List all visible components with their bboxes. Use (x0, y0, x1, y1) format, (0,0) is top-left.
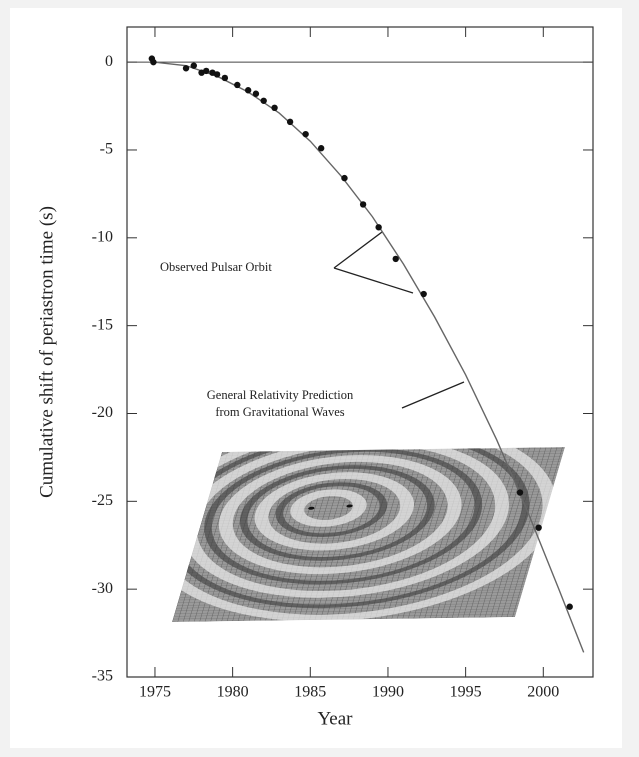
y-tick-label: -35 (92, 668, 113, 685)
y-tick-label: -5 (100, 141, 113, 158)
x-tick-label: 1990 (372, 684, 404, 701)
data-point (203, 67, 210, 75)
data-point (234, 81, 241, 89)
y-tick-label: -30 (92, 580, 113, 597)
data-point (182, 65, 190, 72)
data-point (150, 58, 157, 66)
y-tick-label: -20 (92, 404, 113, 421)
data-point (252, 90, 260, 97)
x-tick-label: 1980 (217, 684, 249, 701)
data-point (359, 201, 367, 208)
y-tick-label: -25 (92, 492, 113, 509)
data-point (260, 97, 267, 104)
annotation-arrow (333, 231, 465, 409)
x-tick-label: 1985 (294, 684, 326, 701)
x-tick-label: 1975 (139, 684, 171, 701)
data-point (302, 130, 309, 138)
data-point (516, 489, 524, 496)
data-point (244, 87, 252, 94)
data-point (535, 524, 542, 531)
x-axis-label: Year (317, 708, 353, 729)
data-point (341, 174, 348, 182)
data-point (190, 62, 197, 69)
x-tick-label: 1995 (450, 684, 482, 701)
data-point (271, 104, 278, 112)
data-point (375, 224, 382, 231)
data-point (221, 74, 229, 82)
x-tick-label: 2000 (527, 684, 559, 701)
y-axis-label: Cumulative shift of periastron time (s) (36, 206, 57, 498)
data-point (566, 603, 573, 610)
data-point (213, 71, 221, 78)
y-tick-label: -10 (92, 228, 113, 245)
data-point (392, 255, 399, 263)
data-point (420, 290, 427, 298)
y-tick-label: 0 (105, 53, 113, 70)
data-point (317, 145, 325, 152)
prediction-curve (154, 61, 585, 653)
annotation: General Relativity Prediction (207, 388, 354, 402)
data-point (286, 118, 294, 126)
y-tick-label: -15 (92, 316, 113, 333)
annotation: from Gravitational Waves (215, 405, 344, 419)
annotation: Observed Pulsar Orbit (160, 260, 272, 274)
